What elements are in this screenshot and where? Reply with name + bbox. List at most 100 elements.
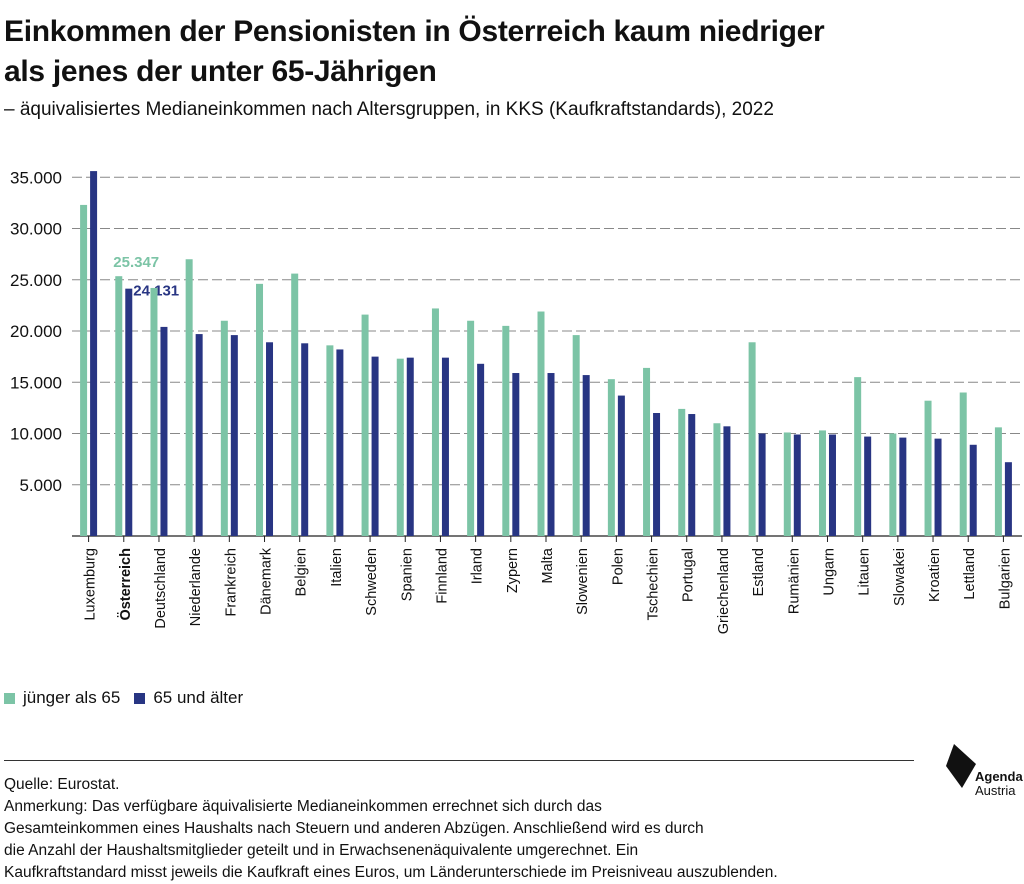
y-tick-label: 30.000 bbox=[10, 220, 62, 239]
bar-old bbox=[969, 444, 977, 536]
bar-old bbox=[441, 357, 449, 536]
bar-young bbox=[713, 423, 721, 536]
x-tick-label: Portugal bbox=[681, 548, 697, 602]
y-tick-label: 5.000 bbox=[19, 476, 62, 495]
y-tick-label: 25.000 bbox=[10, 271, 62, 290]
x-tick-label: Dänemark bbox=[259, 547, 275, 615]
bar-young bbox=[467, 320, 475, 536]
bar-young bbox=[185, 259, 193, 536]
bar-young bbox=[748, 342, 756, 536]
x-tick-label: Deutschland bbox=[153, 548, 169, 629]
bar-old bbox=[512, 373, 520, 536]
x-tick-label: Zypern bbox=[505, 548, 521, 593]
footer-divider bbox=[4, 760, 914, 761]
x-tick-label: Rumänien bbox=[786, 548, 802, 614]
bar-young bbox=[256, 283, 264, 536]
bar-old bbox=[195, 334, 203, 536]
x-tick-label: Lettland bbox=[962, 548, 978, 600]
y-tick-label: 15.000 bbox=[10, 373, 62, 392]
x-tick-label: Tschechien bbox=[646, 548, 662, 621]
note-line-2: Gesamteinkommen eines Haushalts nach Ste… bbox=[4, 820, 704, 837]
data-label-young: 25.347 bbox=[113, 254, 159, 271]
y-tick-label: 10.000 bbox=[10, 425, 62, 444]
bar-old bbox=[230, 335, 238, 536]
bar-young bbox=[115, 276, 123, 536]
logo-line-1: Agenda bbox=[975, 769, 1023, 784]
title-line-2: als jenes der unter 65-Jährigen bbox=[4, 55, 437, 88]
x-tick-label: Belgien bbox=[294, 548, 310, 596]
bar-young bbox=[220, 320, 228, 536]
legend-swatch-old bbox=[134, 692, 146, 704]
agenda-austria-logo bbox=[946, 744, 976, 788]
bar-young bbox=[678, 408, 686, 536]
bar-old bbox=[864, 436, 872, 536]
bar-young bbox=[607, 379, 615, 536]
bar-old bbox=[899, 437, 907, 536]
chart-subtitle: – äquivalisiertes Medianeinkommen nach A… bbox=[4, 99, 774, 120]
bar-young bbox=[818, 430, 826, 536]
bar-young bbox=[994, 427, 1002, 536]
legend-item-young: jünger als 65 bbox=[4, 688, 120, 708]
legend-item-old: 65 und älter bbox=[134, 688, 243, 708]
x-tick-label: Slowenien bbox=[575, 548, 591, 615]
x-tick-label: Kroatien bbox=[927, 548, 943, 602]
bar-young bbox=[502, 325, 510, 536]
bar-young bbox=[291, 273, 299, 536]
bar-old bbox=[406, 357, 414, 536]
bar-young bbox=[854, 377, 862, 536]
x-tick-label: Italien bbox=[329, 548, 345, 587]
x-tick-label: Spanien bbox=[399, 548, 415, 601]
logo-text: Agenda Austria bbox=[975, 770, 1023, 798]
source-text: Quelle: Eurostat. bbox=[4, 776, 120, 793]
bar-young bbox=[431, 308, 439, 536]
bar-young bbox=[80, 204, 88, 537]
bar-young bbox=[396, 358, 404, 536]
logo-mark-icon bbox=[946, 744, 976, 788]
logo-line-2: Austria bbox=[975, 783, 1016, 798]
x-tick-label: Finnland bbox=[434, 548, 450, 604]
x-tick-label: Frankreich bbox=[223, 548, 239, 617]
bar-young bbox=[150, 287, 158, 536]
bar-young bbox=[959, 392, 967, 536]
bar-young bbox=[783, 432, 791, 536]
bar-old bbox=[371, 356, 379, 536]
x-tick-label: Slowakei bbox=[892, 548, 908, 606]
bar-old bbox=[1004, 462, 1012, 536]
bar-old bbox=[301, 343, 309, 536]
bar-old bbox=[160, 326, 168, 536]
x-tick-label: Estland bbox=[751, 548, 767, 596]
x-tick-label: Niederlande bbox=[188, 548, 204, 626]
bar-old bbox=[934, 438, 942, 536]
legend-label-old: 65 und älter bbox=[153, 688, 244, 707]
bar-old bbox=[336, 349, 344, 536]
bar-old bbox=[758, 433, 766, 536]
legend-label-young: jünger als 65 bbox=[23, 688, 121, 707]
legend: jünger als 65 65 und älter bbox=[4, 688, 257, 708]
bar-old bbox=[793, 434, 801, 536]
bar-young bbox=[326, 345, 334, 536]
bar-old bbox=[582, 375, 590, 536]
x-tick-label: Malta bbox=[540, 547, 556, 583]
x-tick-label: Luxemburg bbox=[83, 548, 99, 621]
bar-old bbox=[723, 426, 731, 536]
x-tick-label: Griechenland bbox=[716, 548, 732, 634]
legend-swatch-young bbox=[4, 692, 15, 704]
note-line-4: Kaufkraftstandard misst jeweils die Kauf… bbox=[4, 864, 778, 881]
bar-young bbox=[572, 335, 580, 536]
note-line-1: Anmerkung: Das verfügbare äquivalisierte… bbox=[4, 798, 602, 815]
bar-young bbox=[537, 311, 545, 536]
x-tick-label: Irland bbox=[470, 548, 486, 584]
bar-chart: 5.000 10.000 15.000 20.000 25.000 30.000 35.00… bbox=[10, 168, 1022, 634]
x-tick-label: Litauen bbox=[857, 548, 873, 596]
x-tick-label: Polen bbox=[610, 548, 626, 585]
y-tick-label: 35.000 bbox=[10, 168, 62, 187]
bar-young bbox=[361, 314, 369, 536]
y-tick-label: 20.000 bbox=[10, 322, 62, 341]
bar-young bbox=[889, 433, 897, 536]
bar-old bbox=[653, 413, 661, 536]
bar-old bbox=[477, 363, 485, 536]
bar-young bbox=[643, 367, 651, 536]
bar-old bbox=[547, 373, 555, 536]
x-tick-label: Bulgarien bbox=[997, 548, 1013, 609]
x-tick-label: Ungarn bbox=[821, 548, 837, 596]
